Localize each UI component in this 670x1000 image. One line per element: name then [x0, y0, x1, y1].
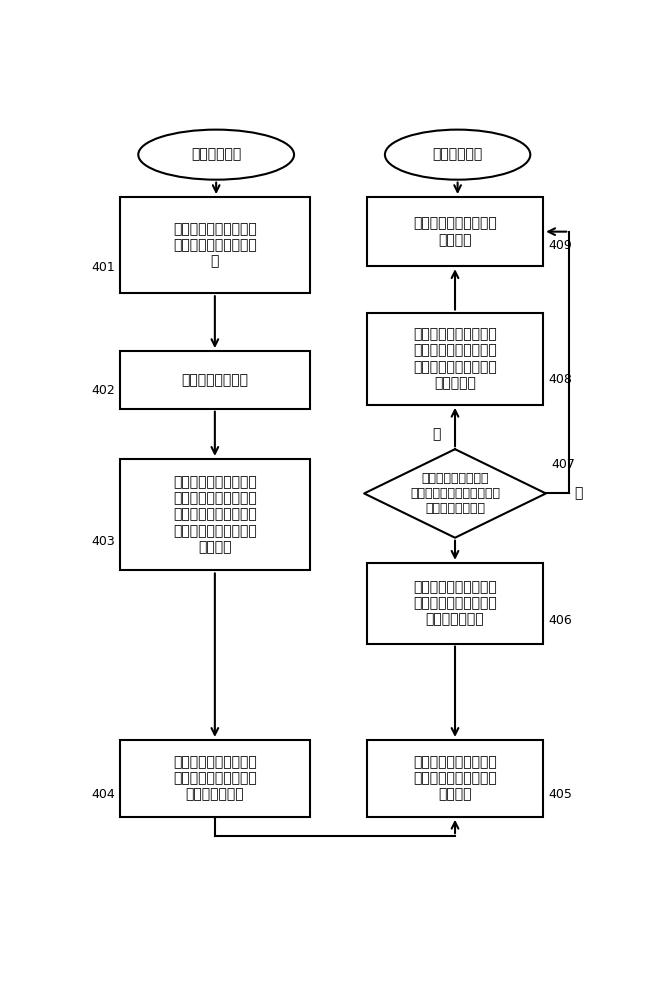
FancyBboxPatch shape	[120, 351, 310, 409]
Text: 401: 401	[91, 261, 115, 274]
Text: 开始装置调试: 开始装置调试	[191, 148, 241, 162]
Text: 404: 404	[91, 788, 115, 801]
Text: 利用计算机内置算法对
两归一化包络信号进行
差动相减: 利用计算机内置算法对 两归一化包络信号进行 差动相减	[413, 755, 497, 802]
Text: 固定双路差动光程调节
装置状态: 固定双路差动光程调节 装置状态	[413, 217, 497, 247]
Text: 406: 406	[549, 614, 572, 627]
Text: 多次测量，比较差动
信号响应零点附近线性区域
斜率是否为最大值: 多次测量，比较差动 信号响应零点附近线性区域 斜率是否为最大值	[410, 472, 500, 515]
Text: 正确连接相应器件: 正确连接相应器件	[182, 373, 249, 387]
Text: 408: 408	[549, 373, 572, 386]
FancyBboxPatch shape	[120, 197, 310, 293]
FancyBboxPatch shape	[366, 563, 543, 644]
Text: 调节双路差动光程调节
装置，直至差动信号响
应零点附近线性区域斜
率为最大值: 调节双路差动光程调节 装置，直至差动信号响 应零点附近线性区域斜 率为最大值	[413, 327, 497, 390]
FancyBboxPatch shape	[366, 312, 543, 405]
Text: 完成装置调试: 完成装置调试	[433, 148, 482, 162]
Text: 开始调试，调节双路差
动光程调节装置，观察
第一差分探测器及第二
差分探测器得到的白光
干涉信号: 开始调试，调节双路差 动光程调节装置，观察 第一差分探测器及第二 差分探测器得到…	[173, 475, 257, 554]
Text: 选取器件，尽量选取损
耗一致的环形器和耦合
器: 选取器件，尽量选取损 耗一致的环形器和耦合 器	[173, 222, 257, 268]
Text: 409: 409	[549, 239, 572, 252]
Text: 是: 是	[574, 486, 583, 500]
Text: 403: 403	[91, 535, 115, 548]
FancyBboxPatch shape	[366, 197, 543, 266]
Ellipse shape	[138, 130, 294, 180]
Ellipse shape	[385, 130, 531, 180]
Text: 402: 402	[91, 384, 115, 397]
Polygon shape	[364, 449, 546, 538]
Text: 否: 否	[433, 427, 441, 441]
Text: 407: 407	[551, 458, 575, 471]
FancyBboxPatch shape	[366, 740, 543, 817]
Text: 405: 405	[549, 788, 572, 801]
Text: 利用计算机内置算法对
两白光干涉信号进行包
络提取并归一化: 利用计算机内置算法对 两白光干涉信号进行包 络提取并归一化	[173, 755, 257, 802]
FancyBboxPatch shape	[120, 459, 310, 570]
Text: 利用计算机内置算法计
算差动信号响应零点附
近线性区域斜率: 利用计算机内置算法计 算差动信号响应零点附 近线性区域斜率	[413, 580, 497, 626]
FancyBboxPatch shape	[120, 740, 310, 817]
